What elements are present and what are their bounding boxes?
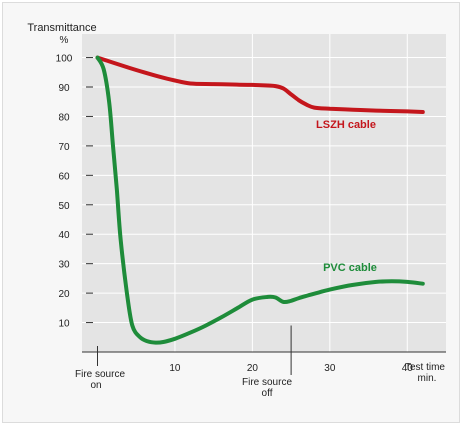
x-tick-label: 10 — [169, 363, 181, 374]
x-tick-label: 30 — [324, 363, 336, 374]
labels: Transmittance % Test time min. Fire sour… — [27, 22, 445, 399]
fire-source-off-sublabel: off — [262, 388, 273, 399]
series-lines — [95, 55, 425, 345]
y-tick-label: 30 — [58, 260, 70, 271]
y-axis-unit: % — [60, 35, 69, 46]
x-tick-label: 20 — [247, 363, 259, 374]
x-tick-label: 40 — [402, 363, 414, 374]
fire-source-on-label: Fire source — [75, 369, 125, 380]
y-tick-label: 20 — [58, 289, 70, 300]
series-label-lszh: LSZH cable — [316, 119, 376, 131]
x-axis-label: Test time — [405, 362, 445, 373]
fire-source-off-label: Fire source — [242, 377, 292, 388]
y-tick-label: 100 — [56, 54, 73, 65]
pvc-cable-line — [95, 55, 425, 345]
y-tick-label: 10 — [58, 319, 70, 330]
x-axis-unit: min. — [418, 373, 437, 384]
fire-source-on-sublabel: on — [90, 380, 101, 391]
y-tick-label: 80 — [58, 112, 70, 123]
y-tick-label: 60 — [58, 171, 70, 182]
plot-area — [82, 34, 446, 352]
lszh-cable-line — [95, 55, 425, 114]
series-label-pvc: PVC cable — [323, 262, 377, 274]
y-axis-label: Transmittance — [27, 22, 96, 34]
y-tick-label: 90 — [58, 83, 70, 94]
y-tick-label: 50 — [58, 201, 70, 212]
axes: 10 20 30 40 50 60 70 80 90 100 10 20 30 40 — [56, 54, 446, 375]
y-tick-label: 40 — [58, 230, 70, 241]
y-tick-label: 70 — [58, 142, 70, 153]
